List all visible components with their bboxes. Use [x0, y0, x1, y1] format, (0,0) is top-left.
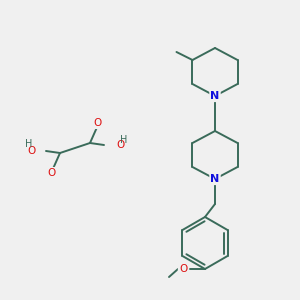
Text: H: H — [120, 135, 128, 145]
Text: O: O — [94, 118, 102, 128]
Text: N: N — [210, 91, 220, 101]
Text: O: O — [116, 140, 124, 150]
Text: O: O — [48, 168, 56, 178]
Text: O: O — [28, 146, 36, 156]
Text: H: H — [25, 139, 33, 149]
Text: O: O — [179, 264, 187, 274]
Text: N: N — [210, 174, 220, 184]
